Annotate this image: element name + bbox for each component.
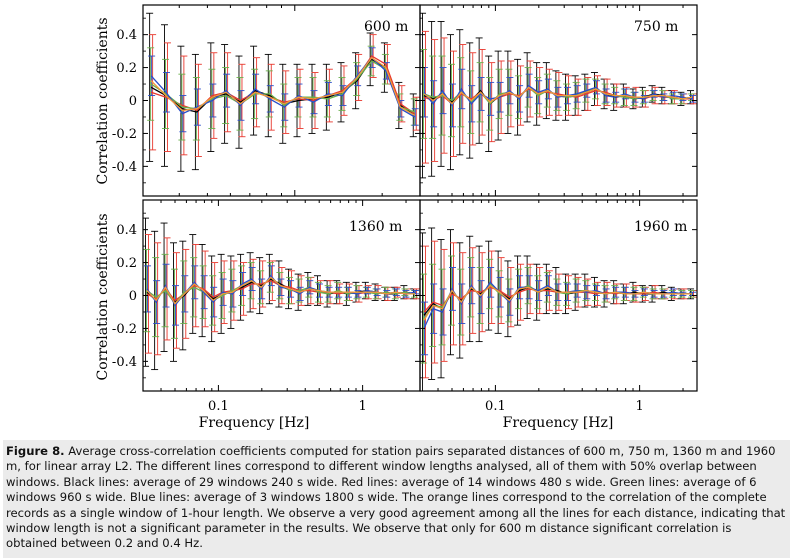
y-tick-label: 0.4: [116, 223, 137, 238]
x-axis-title-left: Frequency [Hz]: [199, 415, 310, 431]
series-line-5: [423, 86, 693, 105]
x-tick-label: 1: [358, 399, 366, 414]
y-tick-label: 0.2: [116, 256, 137, 271]
y-axis-title-bottom: Correlation coefficients: [95, 213, 111, 380]
y-tick-label: 0: [129, 289, 137, 304]
series-line-5: [146, 276, 415, 305]
y-tick-label: -0.4: [112, 160, 137, 175]
y-tick-label: -0.2: [112, 322, 137, 337]
series-line-5: [423, 284, 692, 321]
series-line-4: [146, 274, 416, 307]
x-tick-label: 0.1: [208, 399, 229, 414]
panel-1360m-plot: [143, 217, 420, 371]
caption-text: Average cross-correlation coefficients c…: [6, 444, 786, 551]
x-axis-title-right: Frequency [Hz]: [503, 415, 614, 431]
y-tick-label: 0: [129, 94, 137, 109]
caption-figure-label: Figure 8.: [6, 444, 65, 458]
series-line-5: [150, 56, 416, 116]
y-tick-label: 0.2: [116, 61, 137, 76]
panel-1360m-label: 1360 m: [349, 219, 402, 235]
panel-600m-label: 600 m: [364, 19, 408, 35]
figure-background: [0, 0, 793, 440]
panel-600m-plot: [146, 12, 420, 172]
panel-750m-label: 750 m: [634, 19, 678, 35]
x-tick-label: 1: [635, 399, 643, 414]
series-line-2: [150, 55, 416, 115]
y-axis-title-top: Correlation coefficients: [95, 17, 111, 184]
axes: 0.4 0.2 0 -0.2 -0.4 0.4 0.2 0 -0.2 -0.4 0.1 1 0.1 1: [112, 5, 697, 414]
y-tick-label: 0.4: [116, 28, 137, 43]
panel-750m-plot: [420, 12, 697, 179]
y-tick-label: -0.4: [112, 355, 137, 370]
figure-caption: Figure 8. Average cross-correlation coef…: [3, 440, 790, 558]
x-tick-label: 0.1: [485, 399, 506, 414]
panel-1960m-plot: [420, 227, 697, 391]
y-tick-label: -0.2: [112, 127, 137, 142]
panel-1960m-label: 1960 m: [634, 219, 687, 235]
figure: 0.4 0.2 0 -0.2 -0.4 0.4 0.2 0 -0.2 -0.4 0.1 1 0.1 1 6…: [0, 0, 793, 440]
